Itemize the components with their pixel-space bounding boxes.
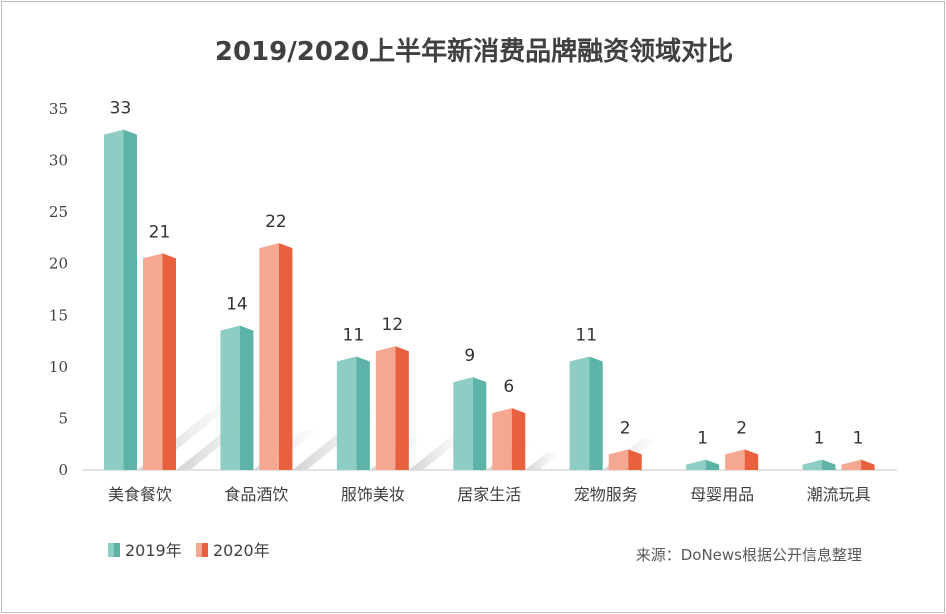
data-label: 1	[853, 429, 864, 449]
x-axis: 美食餐饮 食品酒饮 服饰美妆 居家生活 宠物服务 母婴用品 潮流玩具	[108, 485, 871, 504]
bar-face-dark	[589, 356, 603, 470]
bar-face-dark	[472, 377, 487, 470]
bar-face-light	[725, 449, 745, 470]
bar-face-light	[492, 408, 512, 470]
legend-item: 2019年	[108, 541, 182, 560]
bar	[686, 459, 720, 470]
bar	[569, 356, 603, 470]
bar-face-light	[259, 243, 279, 470]
data-label: 21	[149, 222, 171, 242]
bar-face-dark	[162, 253, 176, 470]
x-tick-label: 服饰美妆	[341, 485, 405, 504]
bar-face-light	[375, 346, 396, 470]
bar-face-light	[686, 459, 706, 470]
bar-face-dark	[744, 449, 759, 470]
bar-face-dark	[861, 459, 875, 470]
y-tick-label: 30	[49, 152, 68, 170]
data-label: 12	[382, 315, 404, 335]
legend-swatch-dark	[114, 543, 120, 557]
bar-face-dark	[628, 449, 642, 470]
bar-face-dark	[239, 325, 254, 470]
bar-face-dark	[511, 408, 526, 470]
x-tick-label: 美食餐饮	[108, 485, 172, 504]
x-tick-label: 母婴用品	[690, 485, 754, 504]
data-label: 11	[575, 326, 597, 346]
data-label: 33	[110, 99, 132, 119]
bar-face-light	[608, 449, 629, 470]
bar-face-light	[802, 459, 823, 470]
bar	[725, 449, 759, 470]
x-tick-label: 宠物服务	[574, 485, 638, 504]
bar-face-dark	[395, 346, 409, 470]
bar-face-light	[569, 356, 590, 470]
data-label: 6	[503, 377, 514, 397]
bar	[841, 459, 875, 470]
bar-face-dark	[705, 459, 720, 470]
y-tick-label: 0	[58, 461, 68, 479]
data-label: 22	[265, 212, 287, 232]
legend-swatch-light	[196, 543, 202, 557]
data-label: 2	[736, 418, 747, 438]
bar	[104, 129, 137, 470]
data-label: 2	[620, 418, 631, 438]
bar-face-dark	[278, 243, 293, 470]
bar	[220, 325, 254, 470]
y-tick-label: 5	[58, 409, 68, 427]
y-tick-label: 20	[49, 255, 68, 273]
bar-face-dark	[822, 459, 836, 470]
bar	[336, 356, 370, 470]
bar-face-light	[336, 356, 357, 470]
y-tick-label: 25	[49, 203, 68, 221]
data-label: 1	[814, 429, 825, 449]
legend-item: 2020年	[196, 541, 270, 560]
bar-face-light	[143, 253, 163, 470]
bar-face-dark	[123, 129, 137, 470]
x-tick-label: 潮流玩具	[807, 485, 871, 504]
data-label: 14	[226, 295, 248, 315]
bar	[492, 408, 526, 470]
y-tick-label: 10	[49, 358, 68, 376]
legend-label: 2019年	[125, 541, 182, 560]
legend-swatch-dark	[202, 543, 208, 557]
legend: 2019年 2020年	[108, 541, 270, 560]
bar-face-light	[453, 377, 473, 470]
bar	[453, 377, 487, 470]
bar	[143, 253, 176, 470]
data-label: 1	[697, 429, 708, 449]
bar-face-light	[220, 325, 240, 470]
source-note: 来源：DoNews根据公开信息整理	[636, 546, 862, 564]
data-label: 9	[464, 346, 475, 366]
data-label: 11	[343, 326, 365, 346]
bars	[104, 129, 875, 470]
x-tick-label: 食品酒饮	[224, 485, 288, 504]
bar	[375, 346, 409, 470]
y-tick-label: 15	[49, 306, 68, 324]
chart-title: 2019/2020上半年新消费品牌融资领域对比	[215, 36, 733, 67]
y-tick-label: 35	[49, 100, 68, 118]
bar-face-light	[104, 129, 124, 470]
y-axis: 0 5 10 15 20 25 30 35	[49, 100, 68, 479]
bar	[608, 449, 642, 470]
legend-swatch-light	[108, 543, 114, 557]
x-tick-label: 居家生活	[457, 485, 521, 504]
bar-face-light	[841, 459, 862, 470]
bar	[259, 243, 293, 470]
bar-face-dark	[356, 356, 370, 470]
bar-shadow	[525, 452, 561, 470]
bar	[802, 459, 836, 470]
legend-label: 2020年	[213, 541, 270, 560]
bar-shadow	[408, 435, 467, 470]
